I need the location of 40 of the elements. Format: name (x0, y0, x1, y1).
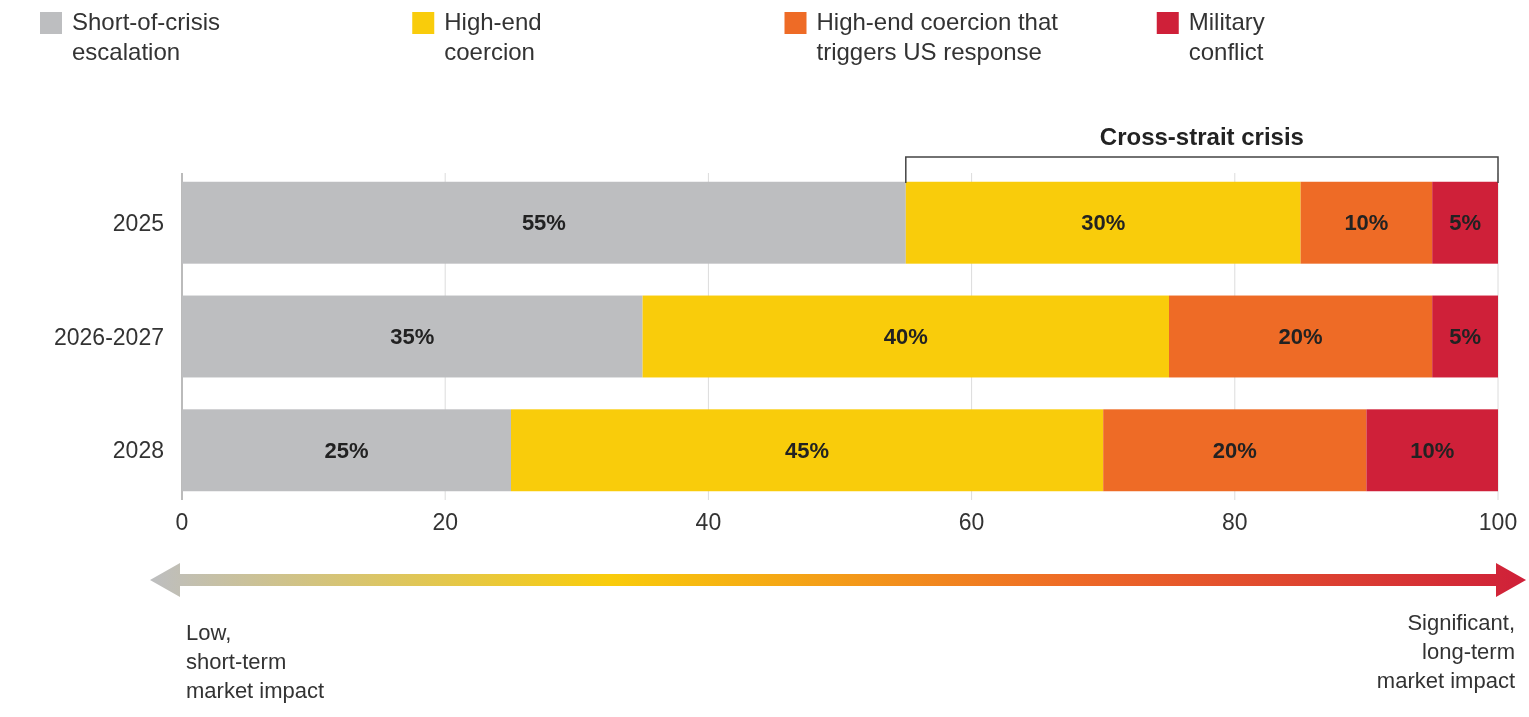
x-tick-label: 80 (1222, 509, 1248, 535)
data-label: 20% (1278, 324, 1323, 350)
text: Significant, long-term market impact (1376, 610, 1515, 693)
bar (182, 295, 643, 378)
legend-label: Short-of-crisis escalation (72, 8, 221, 65)
x-tick-label: 100 (1478, 509, 1518, 535)
bar (1169, 295, 1433, 378)
data-label: 40% (883, 324, 928, 350)
text: Cross-strait crisis (1099, 123, 1304, 150)
text: Low, short-term market impact (186, 620, 325, 703)
data-label: 25% (324, 437, 369, 463)
data-label: 5% (1449, 324, 1481, 350)
legend-label: Military conflict (1188, 8, 1265, 65)
data-label: 5% (1449, 210, 1481, 236)
x-tick-label: 20 (432, 509, 458, 535)
bar (1432, 181, 1498, 264)
x-tick-label: 0 (175, 509, 189, 535)
data-label: 45% (785, 437, 830, 463)
bar (182, 409, 511, 492)
x-tick-label: 40 (695, 509, 722, 535)
data-label: 55% (521, 210, 566, 236)
bar (1366, 409, 1498, 492)
bar (1300, 181, 1433, 264)
y-tick-label: 2028 (112, 437, 164, 464)
data-label: 35% (390, 324, 435, 350)
data-label: 20% (1212, 437, 1257, 463)
legend-label: High-end coercion that triggers US response (816, 8, 1059, 65)
y-tick-label: 2025 (112, 209, 164, 236)
bar (905, 181, 1301, 264)
bar (182, 181, 906, 264)
y-tick-label: 2026-2027 (54, 323, 164, 350)
bar (1103, 409, 1367, 492)
data-label: 30% (1081, 210, 1126, 236)
legend-label: High-end coercion (444, 8, 542, 65)
x-tick-label: 60 (958, 509, 985, 535)
bar (511, 409, 1104, 492)
bar (642, 295, 1169, 378)
data-label: 10% (1344, 210, 1389, 236)
data-label: 10% (1410, 437, 1455, 463)
bar (1432, 295, 1498, 378)
